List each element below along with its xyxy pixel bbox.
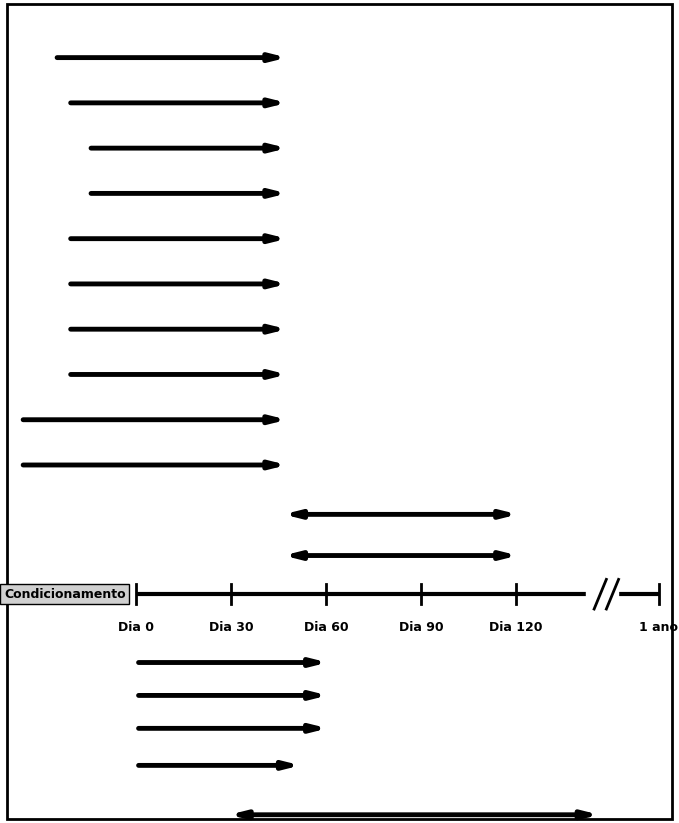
Text: 1 ano: 1 ano: [639, 621, 678, 635]
Text: Condicionamento: Condicionamento: [4, 588, 126, 601]
Text: Dia 90: Dia 90: [399, 621, 443, 635]
Text: Dia 0: Dia 0: [117, 621, 154, 635]
Text: Dia 120: Dia 120: [490, 621, 543, 635]
Text: Dia 60: Dia 60: [304, 621, 348, 635]
Text: Dia 30: Dia 30: [208, 621, 253, 635]
